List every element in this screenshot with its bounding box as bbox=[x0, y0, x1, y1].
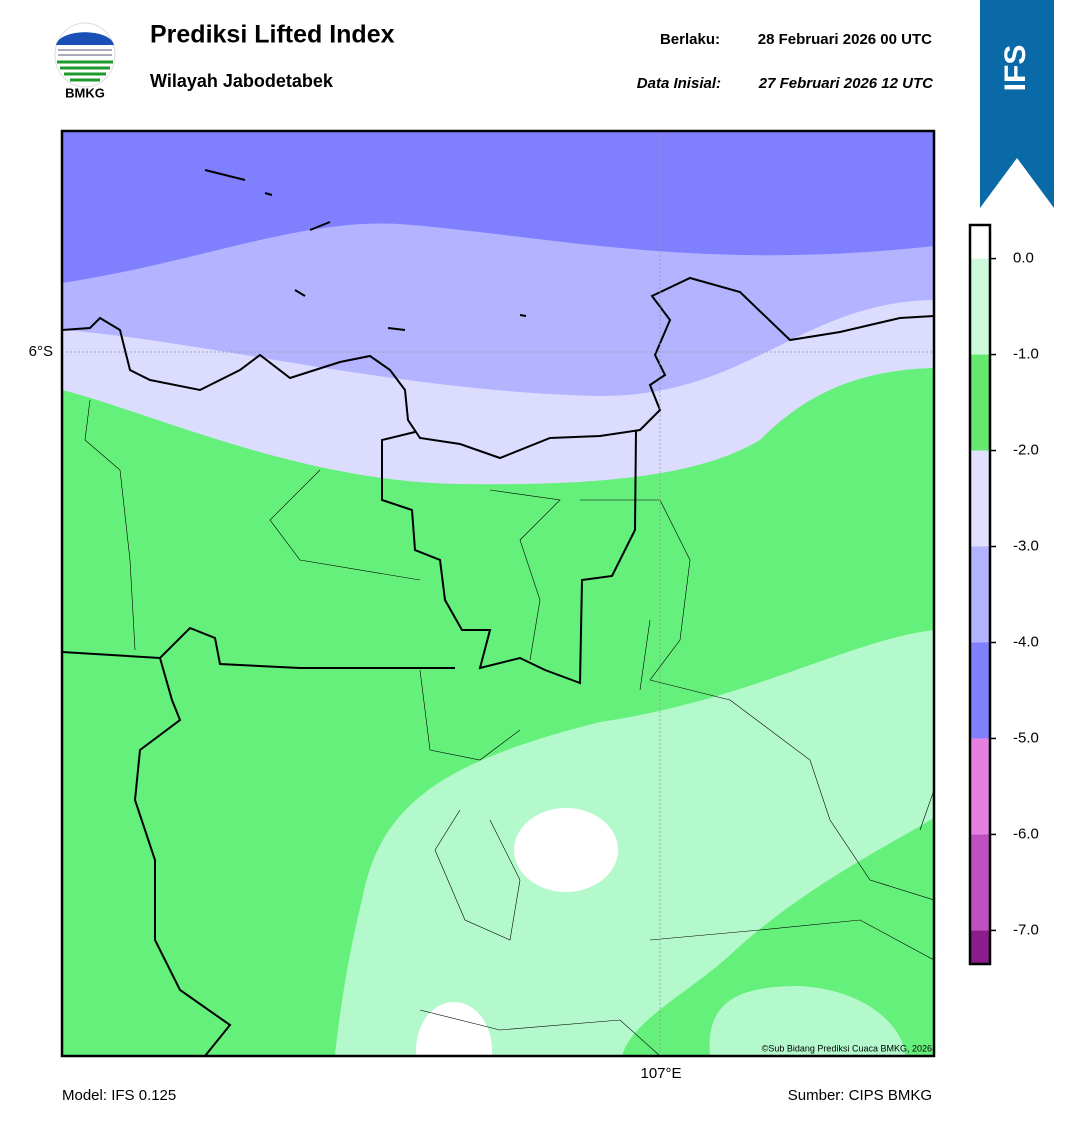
colorbar-tick-label: 0.0 bbox=[1013, 250, 1034, 267]
title: Prediksi Lifted Index bbox=[150, 21, 395, 49]
subtitle: Wilayah Jabodetabek bbox=[150, 71, 334, 91]
colorbar-segment bbox=[970, 834, 990, 931]
init-time: 27 Februari 2026 12 UTC bbox=[758, 75, 934, 92]
footer-source: Sumber: CIPS BMKG bbox=[788, 1087, 932, 1104]
colorbar-segment bbox=[970, 225, 990, 259]
colorbar-tick-label: -6.0 bbox=[1013, 825, 1039, 842]
model-tag: IFS bbox=[999, 45, 1032, 92]
lat-label: 6°S bbox=[29, 343, 53, 360]
credit: ©Sub Bidang Prediksi Cuaca BMKG, 2026 bbox=[762, 1043, 932, 1053]
colorbar-tick-label: -2.0 bbox=[1013, 442, 1039, 459]
colorbar-frame bbox=[968, 223, 992, 966]
colorbar-tick-label: -3.0 bbox=[1013, 537, 1039, 554]
colorbar-segment bbox=[970, 738, 990, 835]
init-label: Data Inisial: bbox=[637, 75, 721, 92]
colorbar-segment bbox=[970, 450, 990, 547]
logo: BMKG bbox=[54, 22, 116, 100]
logo-text: BMKG bbox=[65, 85, 105, 100]
map-field bbox=[62, 131, 934, 1056]
colorbar-segment bbox=[970, 258, 990, 355]
colorbar-segment bbox=[970, 354, 990, 451]
map-frame bbox=[60, 129, 936, 1058]
colorbar-tick-label: -1.0 bbox=[1013, 346, 1039, 363]
colorbar-segment bbox=[970, 642, 990, 739]
lon-label: 107°E bbox=[640, 1065, 681, 1082]
colorbar-tick-label: -4.0 bbox=[1013, 633, 1039, 650]
colorbar-segment bbox=[970, 930, 990, 964]
colorbar-tick-label: -5.0 bbox=[1013, 729, 1039, 746]
valid-time: 28 Februari 2026 00 UTC bbox=[758, 31, 932, 48]
model-ribbon bbox=[980, 0, 1054, 208]
colorbar-segment bbox=[970, 546, 990, 643]
valid-label: Berlaku: bbox=[660, 31, 720, 48]
footer-model: Model: IFS 0.125 bbox=[62, 1087, 176, 1104]
colorbar-tick-label: -7.0 bbox=[1013, 921, 1039, 938]
colorbar: 0.0 -1.0 -2.0 -3.0 -4.0 -5.0 -6.0 -7.0 bbox=[968, 223, 1039, 966]
